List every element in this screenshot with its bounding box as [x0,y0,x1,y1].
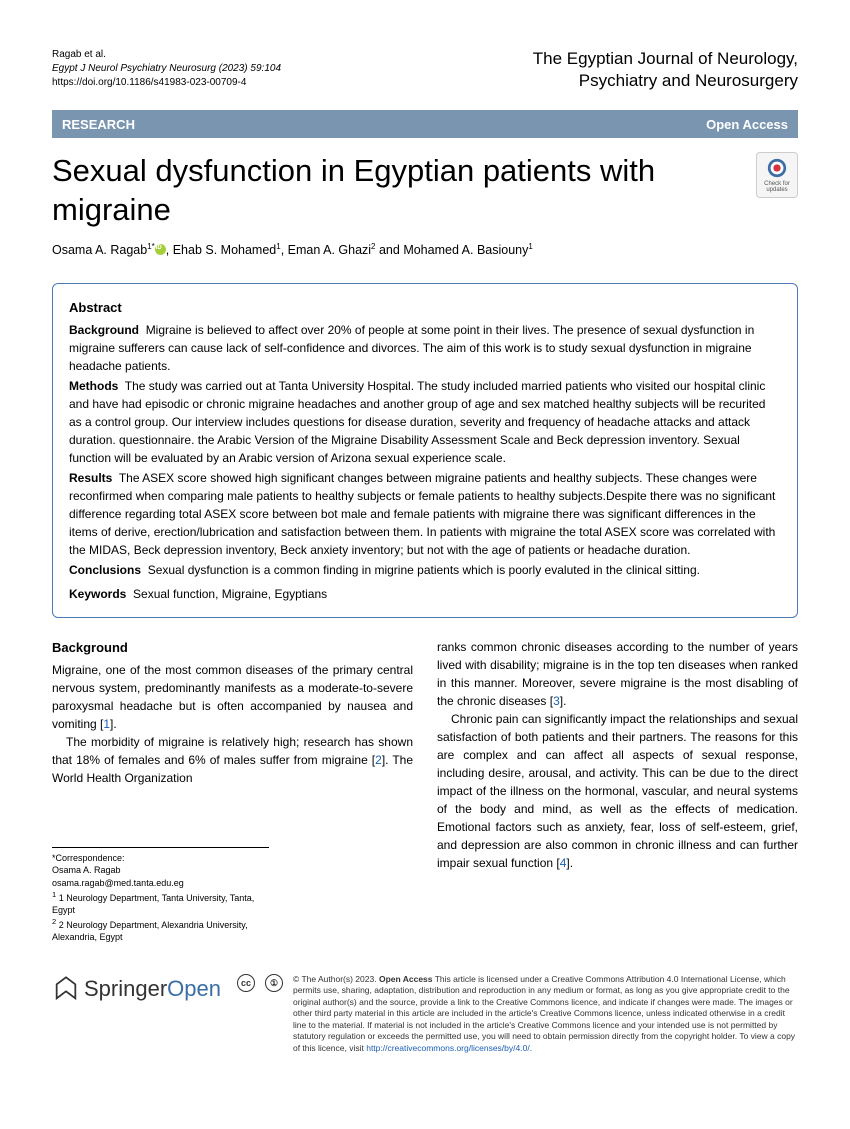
springer-logo: SpringerOpen [52,974,221,1004]
ref-link[interactable]: 2 [375,753,382,767]
abstract-heading: Abstract [69,298,781,318]
doi: https://doi.org/10.1186/s41983-023-00709… [52,76,281,90]
citation-block: Ragab et al. Egypt J Neurol Psychiatry N… [52,48,281,90]
article-title: Sexual dysfunction in Egyptian patients … [52,152,756,230]
check-updates-button[interactable]: Check forupdates [756,152,798,198]
header: Ragab et al. Egypt J Neurol Psychiatry N… [52,48,798,92]
category-bar: RESEARCH Open Access [52,110,798,138]
springer-icon [52,975,80,1003]
by-icon: ① [265,974,283,992]
background-heading: Background [52,638,413,658]
authors-short: Ragab et al. [52,48,281,62]
article-type: RESEARCH [62,117,135,132]
journal-name: The Egyptian Journal of Neurology, Psych… [533,48,798,92]
copyright-text: © The Author(s) 2023. Open Access This a… [293,974,798,1054]
ref-link[interactable]: 3 [553,694,560,708]
journal-cite: Egypt J Neurol Psychiatry Neurosurg (202… [52,62,281,76]
footer: SpringerOpen cc ① © The Author(s) 2023. … [52,974,798,1054]
authors-list: Osama A. Ragab1*, Ehab S. Mohamed1, Eman… [52,242,798,257]
cc-icon: cc [237,974,255,992]
correspondence-box: *Correspondence: Osama A. Ragab osama.ra… [52,847,269,944]
orcid-icon[interactable] [155,244,166,255]
abstract-box: Abstract Background Migraine is believed… [52,283,798,619]
open-access-label: Open Access [706,117,788,132]
license-link[interactable]: http://creativecommons.org/licenses/by/4… [366,1043,529,1053]
check-updates-icon [766,157,788,179]
body-text: Background Migraine, one of the most com… [52,638,798,944]
